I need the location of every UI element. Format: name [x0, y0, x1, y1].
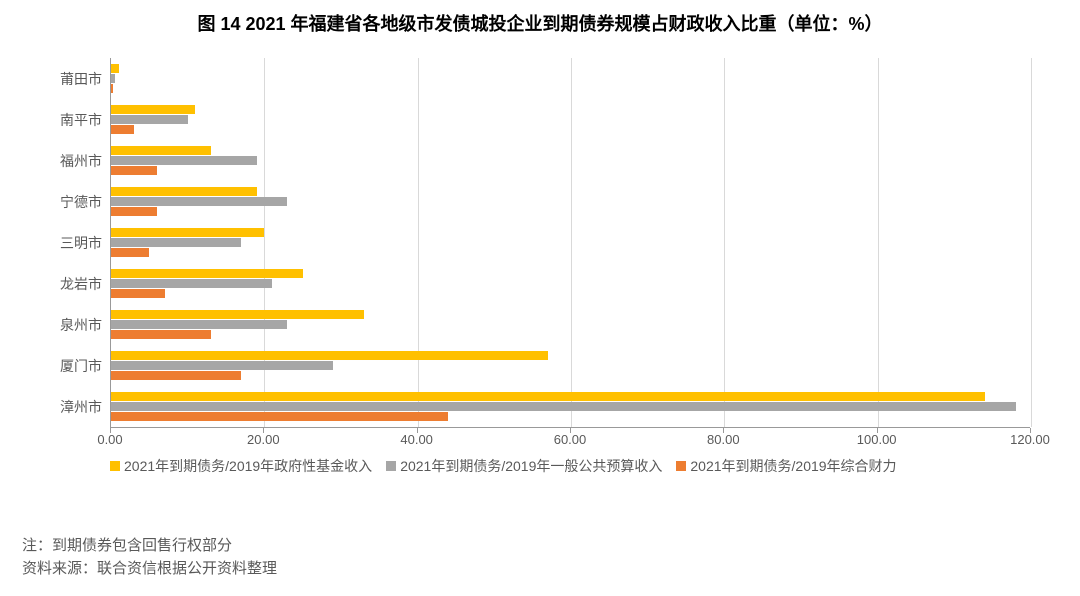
y-axis-label: 龙岩市 [30, 274, 102, 294]
legend: 2021年到期债务/2019年政府性基金收入 2021年到期债务/2019年一般公… [110, 456, 1050, 476]
bar [111, 187, 257, 196]
y-axis-label: 泉州市 [30, 315, 102, 335]
gridline [878, 58, 879, 427]
legend-item: 2021年到期债务/2019年综合财力 [676, 456, 896, 476]
bar [111, 64, 119, 73]
x-axis-label: 40.00 [400, 432, 433, 447]
chart-area: 莆田市南平市福州市宁德市三明市龙岩市泉州市厦门市漳州市 0.00 20.00 40.… [30, 48, 1050, 478]
legend-label: 2021年到期债务/2019年一般公共预算收入 [400, 456, 662, 476]
bar [111, 74, 115, 83]
y-axis-label: 漳州市 [30, 397, 102, 417]
legend-swatch [110, 461, 120, 471]
legend-swatch [676, 461, 686, 471]
footnote-line: 资料来源：联合资信根据公开资料整理 [22, 558, 277, 581]
chart-title: 图 14 2021 年福建省各地级市发债城投企业到期债券规模占财政收入比重（单位… [20, 10, 1060, 36]
bar [111, 289, 165, 298]
x-axis-label: 120.00 [1010, 432, 1050, 447]
bar [111, 351, 548, 360]
y-axis-label: 宁德市 [30, 192, 102, 212]
bar [111, 412, 448, 421]
y-axis-label: 厦门市 [30, 356, 102, 376]
footnote-line: 注：到期债券包含回售行权部分 [22, 535, 277, 558]
footnotes: 注：到期债券包含回售行权部分 资料来源：联合资信根据公开资料整理 [22, 535, 277, 580]
y-axis-label: 福州市 [30, 151, 102, 171]
bar [111, 125, 134, 134]
bar [111, 156, 257, 165]
legend-label: 2021年到期债务/2019年综合财力 [690, 456, 896, 476]
plot-region [110, 58, 1030, 428]
bar [111, 207, 157, 216]
bar [111, 361, 333, 370]
y-axis-label: 南平市 [30, 110, 102, 130]
legend-item: 2021年到期债务/2019年一般公共预算收入 [386, 456, 662, 476]
bar [111, 402, 1016, 411]
bar [111, 105, 195, 114]
gridline [724, 58, 725, 427]
x-axis-label: 80.00 [707, 432, 740, 447]
bar [111, 146, 211, 155]
bar [111, 330, 211, 339]
bar [111, 228, 264, 237]
bar [111, 166, 157, 175]
legend-swatch [386, 461, 396, 471]
bar [111, 279, 272, 288]
x-axis-label: 0.00 [97, 432, 122, 447]
bar [111, 371, 241, 380]
bar [111, 197, 287, 206]
bar [111, 320, 287, 329]
bar [111, 115, 188, 124]
bar [111, 310, 364, 319]
bar [111, 269, 303, 278]
gridline [1031, 58, 1032, 427]
x-axis-label: 100.00 [857, 432, 897, 447]
x-axis-label: 60.00 [554, 432, 587, 447]
legend-label: 2021年到期债务/2019年政府性基金收入 [124, 456, 372, 476]
gridline [571, 58, 572, 427]
gridline [264, 58, 265, 427]
bar [111, 392, 985, 401]
bar [111, 248, 149, 257]
y-axis-label: 三明市 [30, 233, 102, 253]
bar [111, 238, 241, 247]
y-axis-label: 莆田市 [30, 69, 102, 89]
gridline [418, 58, 419, 427]
legend-item: 2021年到期债务/2019年政府性基金收入 [110, 456, 372, 476]
bar [111, 84, 113, 93]
x-axis-label: 20.00 [247, 432, 280, 447]
